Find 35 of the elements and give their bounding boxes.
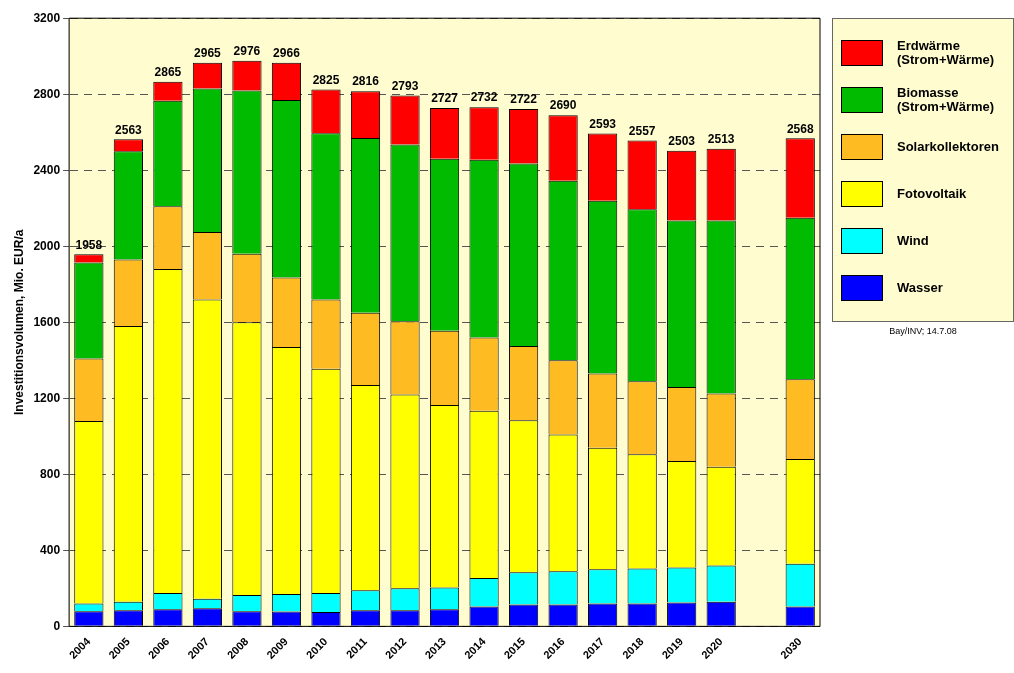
total-label: 2793 <box>391 78 419 93</box>
total-label: 2865 <box>154 65 182 80</box>
y-tick-label: 2800 <box>33 86 61 101</box>
y-tick-label: 2000 <box>33 238 61 253</box>
legend-label: Biomasse (Strom+Wärme) <box>897 84 996 114</box>
total-label: 2727 <box>431 91 459 106</box>
total-label: 2825 <box>312 72 340 87</box>
total-label: 2976 <box>233 44 261 59</box>
total-label: 2503 <box>668 133 696 148</box>
y-tick-label: 3200 <box>33 10 61 25</box>
total-label: 2568 <box>786 121 814 136</box>
total-label: 2965 <box>194 46 222 61</box>
total-label: 2513 <box>707 132 735 147</box>
y-tick-label: 0 <box>53 618 61 633</box>
total-label: 2816 <box>352 74 380 89</box>
total-label: 2563 <box>115 122 143 137</box>
total-label: 1958 <box>75 237 103 252</box>
total-label: 2966 <box>273 45 301 60</box>
y-axis-title: Investitionsvolumen, Mio. EUR/a <box>11 229 26 415</box>
legend-label: Solarkollektoren <box>897 138 1000 154</box>
y-tick-label: 800 <box>40 466 61 481</box>
total-label: 2593 <box>589 116 617 131</box>
legend-label: Wasser <box>897 279 944 295</box>
total-label: 2732 <box>470 90 498 105</box>
legend-label: Fotovoltaik <box>897 185 968 201</box>
y-tick-label: 1200 <box>33 390 61 405</box>
total-label: 2722 <box>510 92 538 107</box>
total-label: 2690 <box>549 98 577 113</box>
y-tick-label: 400 <box>40 542 61 557</box>
text: Bay/INV; 14.7.08 <box>888 326 958 336</box>
total-label: 2557 <box>628 123 656 138</box>
y-tick-label: 1600 <box>33 314 61 329</box>
y-tick-label: 2400 <box>33 162 61 177</box>
legend-label: Erdwärme (Strom+Wärme) <box>897 37 996 67</box>
legend-label: Wind <box>897 232 930 248</box>
